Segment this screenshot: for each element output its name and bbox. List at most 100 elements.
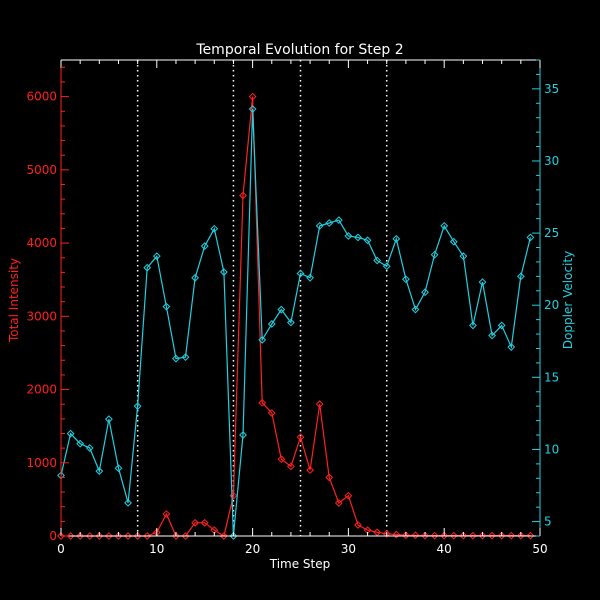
right-tick-label: 35 xyxy=(544,82,559,96)
intensity-point xyxy=(334,499,343,507)
left-tick-label: 0 xyxy=(49,529,57,543)
left-tick-label: 3000 xyxy=(26,309,57,323)
intensity-point xyxy=(162,510,171,518)
intensity-point xyxy=(200,518,209,527)
intensity-point xyxy=(459,531,468,540)
x-tick-label: 20 xyxy=(245,542,260,556)
velocity-point xyxy=(344,232,353,240)
right-tick-label: 10 xyxy=(544,442,559,456)
x-tick-label: 10 xyxy=(149,542,164,556)
intensity-point xyxy=(133,532,142,540)
x-tick-label: 0 xyxy=(57,542,65,556)
intensity-point xyxy=(430,531,439,540)
intensity-point xyxy=(219,532,228,540)
velocity-point xyxy=(191,273,200,282)
velocity-point xyxy=(267,320,276,328)
velocity-point xyxy=(85,444,94,452)
intensity-point xyxy=(401,531,410,540)
velocity-point xyxy=(507,343,516,351)
velocity-point xyxy=(76,439,85,448)
x-tick-label: 30 xyxy=(341,542,356,556)
velocity-point xyxy=(181,353,190,362)
velocity-point xyxy=(239,431,247,439)
velocity-point xyxy=(478,278,487,287)
velocity-point xyxy=(287,318,295,327)
intensity-point xyxy=(421,531,429,540)
velocity-point xyxy=(104,415,113,424)
right-axis-label: Doppler Velocity xyxy=(561,251,575,349)
velocity-point xyxy=(401,275,410,284)
plot-area: 0 10 20 30 40 50 0 1000 2000 3000 4000 5000 6000 5 10 1… xyxy=(26,59,559,556)
velocity-point xyxy=(411,305,420,314)
intensity-point xyxy=(114,532,123,540)
intensity-point xyxy=(469,531,477,540)
velocity-point xyxy=(469,321,477,330)
velocity-point xyxy=(229,532,238,540)
intensity-point xyxy=(325,473,334,482)
intensity-point xyxy=(258,398,267,407)
velocity-point xyxy=(430,250,439,259)
left-axis-label: Total Intensity xyxy=(7,258,21,343)
velocity-series-line xyxy=(60,108,531,537)
velocity-point xyxy=(421,288,429,297)
velocity-point xyxy=(143,263,152,272)
intensity-point xyxy=(57,532,65,540)
velocity-point xyxy=(488,331,497,340)
intensity-point xyxy=(267,409,276,417)
chart-title: Temporal Evolution for Step 2 xyxy=(195,42,403,58)
velocity-point xyxy=(325,219,334,227)
right-tick-label: 15 xyxy=(544,370,559,384)
velocity-point xyxy=(459,252,468,261)
velocity-point xyxy=(258,335,267,344)
velocity-point xyxy=(66,429,75,438)
velocity-point xyxy=(363,236,372,245)
velocity-point xyxy=(382,262,391,271)
velocity-point xyxy=(516,272,525,281)
right-tick-label: 5 xyxy=(544,515,552,529)
intensity-point xyxy=(191,518,200,527)
intensity-point xyxy=(287,462,295,471)
velocity-point xyxy=(95,467,104,475)
left-tick-label: 4000 xyxy=(26,236,57,250)
velocity-point xyxy=(296,269,305,278)
left-tick-label: 6000 xyxy=(26,90,57,104)
intensity-point xyxy=(354,521,362,529)
intensity-point xyxy=(248,92,257,101)
velocity-point xyxy=(200,242,209,250)
x-axis-label: Time Step xyxy=(269,557,331,571)
intensity-point xyxy=(411,531,420,540)
left-tick-label: 5000 xyxy=(26,163,57,177)
intensity-point xyxy=(526,531,535,540)
right-tick-label: 25 xyxy=(544,226,559,240)
intensity-point xyxy=(296,433,305,442)
intensity-point xyxy=(382,529,391,538)
velocity-point xyxy=(277,305,286,314)
intensity-point xyxy=(478,531,487,540)
intensity-point xyxy=(104,532,113,540)
intensity-point xyxy=(507,531,516,540)
velocity-point xyxy=(334,216,343,225)
velocity-point xyxy=(248,105,257,113)
intensity-point xyxy=(344,491,353,500)
velocity-point xyxy=(449,237,458,246)
intensity-point xyxy=(277,455,286,464)
velocity-point xyxy=(440,221,449,230)
velocity-point xyxy=(152,252,161,261)
velocity-point xyxy=(162,302,171,311)
intensity-point xyxy=(449,531,458,540)
intensity-point xyxy=(497,531,506,540)
velocity-point xyxy=(124,498,132,507)
right-tick-label: 20 xyxy=(544,298,559,312)
velocity-point xyxy=(373,256,382,265)
intensity-point xyxy=(124,532,132,540)
intensity-point xyxy=(181,532,190,540)
velocity-point xyxy=(172,354,180,363)
intensity-point xyxy=(143,532,152,540)
x-tick-label: 50 xyxy=(532,542,547,556)
velocity-point xyxy=(497,321,506,330)
intensity-point xyxy=(440,531,449,540)
velocity-point xyxy=(210,224,219,233)
velocity-point xyxy=(392,234,401,243)
velocity-point xyxy=(114,464,123,473)
